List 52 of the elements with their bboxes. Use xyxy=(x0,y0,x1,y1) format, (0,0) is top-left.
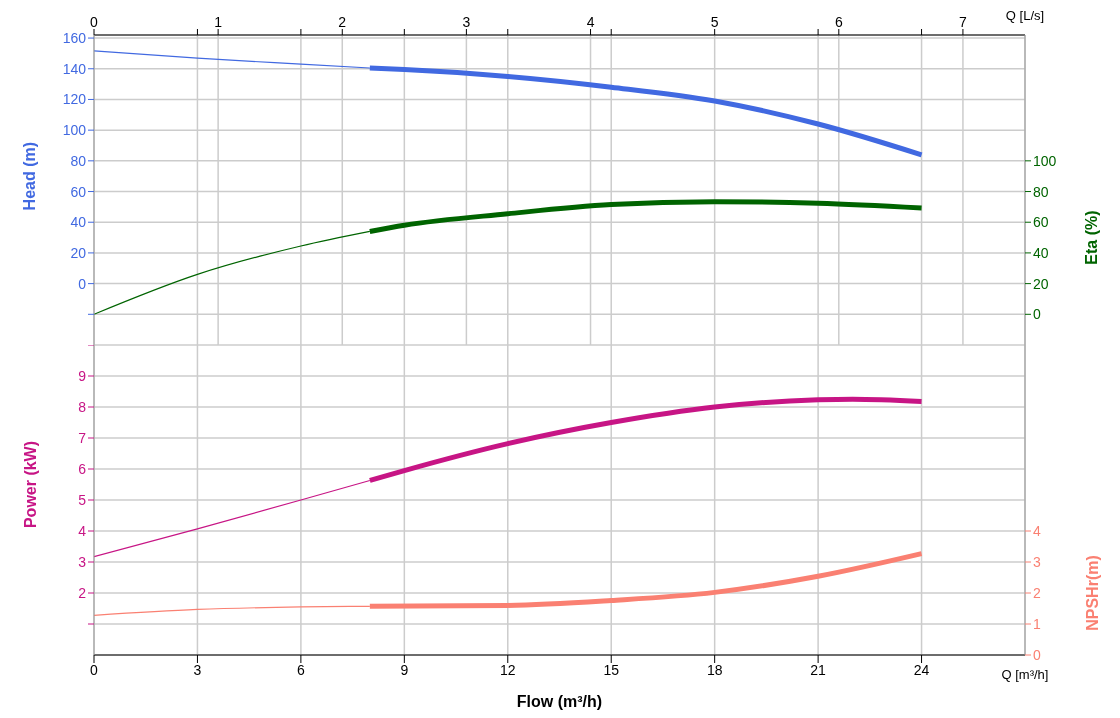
y-tick-label: 40 xyxy=(70,214,87,231)
y2-tick-label: 60 xyxy=(1033,214,1049,231)
text: Q [m³/h] xyxy=(1001,667,1049,682)
x-tick-label: 21 xyxy=(810,661,827,678)
y-tick-label: 4 xyxy=(78,522,87,539)
y-axis-title: Head (m) xyxy=(21,141,39,211)
y-tick-label: 2 xyxy=(78,584,87,601)
x-tick-label: 0 xyxy=(90,14,99,30)
y2-tick-label: 100 xyxy=(1033,152,1057,169)
x-tick-label: 12 xyxy=(499,661,516,678)
y-tick-label: 8 xyxy=(78,398,87,415)
y-tick-label: 20 xyxy=(70,244,87,261)
y-tick-label: 7 xyxy=(78,429,87,446)
x-tick-label: 7 xyxy=(959,14,968,30)
y-tick-label: 100 xyxy=(62,122,87,139)
y-tick-label: 80 xyxy=(70,152,87,169)
y-tick-label: 60 xyxy=(70,183,87,200)
x-tick-label: 6 xyxy=(834,14,843,30)
text: Q [L/s] xyxy=(1005,8,1045,23)
y-tick-label: 6 xyxy=(78,460,87,477)
y2-tick-label: 0 xyxy=(1033,306,1041,323)
y-tick-label: 0 xyxy=(78,275,87,292)
y2-tick-label: 80 xyxy=(1033,183,1049,200)
y2-tick-label: 2 xyxy=(1033,584,1041,601)
x-tick-label: 24 xyxy=(913,661,930,678)
y2-axis-title: NPSHr(m) xyxy=(1083,555,1101,631)
y-tick-label: 140 xyxy=(62,60,87,77)
x-tick-label: 0 xyxy=(90,661,99,678)
y-tick-label: 160 xyxy=(62,30,87,47)
x-tick-label: 4 xyxy=(586,14,595,30)
y-tick-label: 9 xyxy=(78,367,87,384)
x-axis-title: Flow (m³/h) xyxy=(516,693,603,710)
y-tick-label: 3 xyxy=(78,553,87,570)
y2-tick-label: 40 xyxy=(1033,244,1049,261)
y2-tick-label: 4 xyxy=(1033,522,1041,539)
y2-axis-title: Eta (%) xyxy=(1083,210,1101,265)
x-tick-label: 1 xyxy=(214,14,223,30)
x-tick-label: 6 xyxy=(296,661,305,678)
y2-tick-label: 0 xyxy=(1033,646,1041,663)
x-tick-label: 15 xyxy=(603,661,620,678)
x-tick-label: 9 xyxy=(400,661,409,678)
x-tick-label: 3 xyxy=(462,14,471,30)
x-tick-label: 2 xyxy=(338,14,347,30)
x-tick-label: 18 xyxy=(706,661,723,678)
y-tick-label: 120 xyxy=(62,91,87,108)
y2-tick-label: 20 xyxy=(1033,275,1049,292)
y-axis-title: Power (kW) xyxy=(21,440,39,529)
y2-tick-label: 1 xyxy=(1033,615,1041,632)
y2-tick-label: 3 xyxy=(1033,553,1041,570)
x-tick-label: 5 xyxy=(710,14,719,30)
y-tick-label: 5 xyxy=(78,491,87,508)
x-tick-label: 3 xyxy=(193,661,202,678)
